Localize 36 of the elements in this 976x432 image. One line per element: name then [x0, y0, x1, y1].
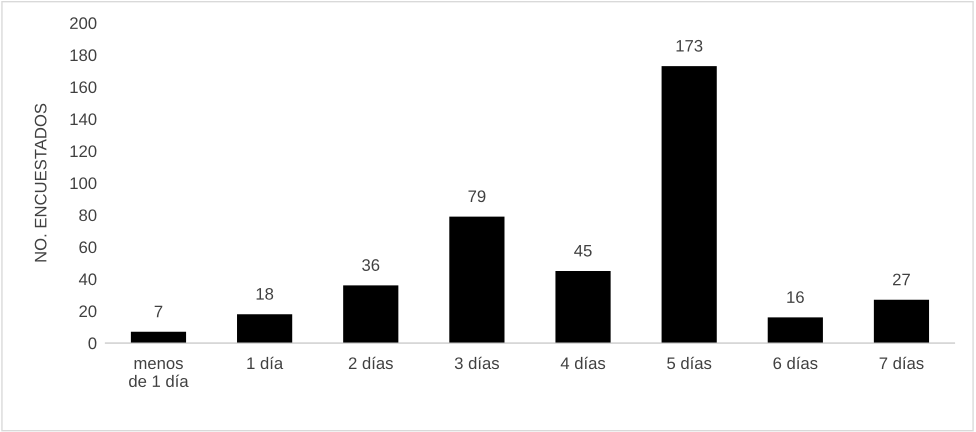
- y-tick-label: 200: [70, 17, 96, 30]
- data-label: 16: [787, 291, 804, 303]
- y-tick-label: 160: [70, 81, 96, 94]
- bar: [449, 216, 504, 344]
- bar: [768, 317, 823, 344]
- x-tick-label: menos de 1 día: [129, 360, 189, 388]
- x-tick-label: 7 días: [880, 356, 924, 370]
- bar: [555, 270, 611, 344]
- y-tick-label: 180: [70, 49, 96, 62]
- x-tick-label: 2 días: [348, 356, 393, 370]
- y-tick-label: 20: [79, 305, 96, 318]
- y-tick-label: 140: [70, 113, 96, 126]
- y-axis-title: NO. ENCUESTADOS: [34, 104, 47, 262]
- bar: [237, 314, 292, 344]
- data-label: 173: [676, 40, 702, 52]
- data-label: 36: [362, 259, 380, 271]
- x-tick-label: 1 día: [247, 356, 284, 370]
- bar: [130, 332, 186, 344]
- y-tick-label: 40: [78, 273, 96, 286]
- y-tick-label: 100: [70, 177, 96, 190]
- data-label: 79: [468, 190, 486, 202]
- x-tick-label: 3 días: [454, 356, 499, 370]
- x-tick-label: 5 días: [667, 356, 712, 370]
- y-tick-label: 120: [70, 145, 96, 158]
- bar: [343, 285, 398, 344]
- x-tick-label: 6 días: [773, 356, 818, 370]
- data-label: 7: [154, 306, 162, 318]
- bar: [874, 300, 930, 344]
- y-tick-label: 60: [79, 241, 96, 254]
- y-tick-label: 80: [79, 209, 96, 222]
- y-tick-label: 0: [88, 337, 96, 350]
- data-label: 27: [893, 274, 910, 286]
- bar: [662, 66, 717, 344]
- x-tick-label: 4 días: [560, 356, 606, 370]
- data-label: 45: [574, 244, 592, 257]
- data-label: 18: [256, 288, 274, 300]
